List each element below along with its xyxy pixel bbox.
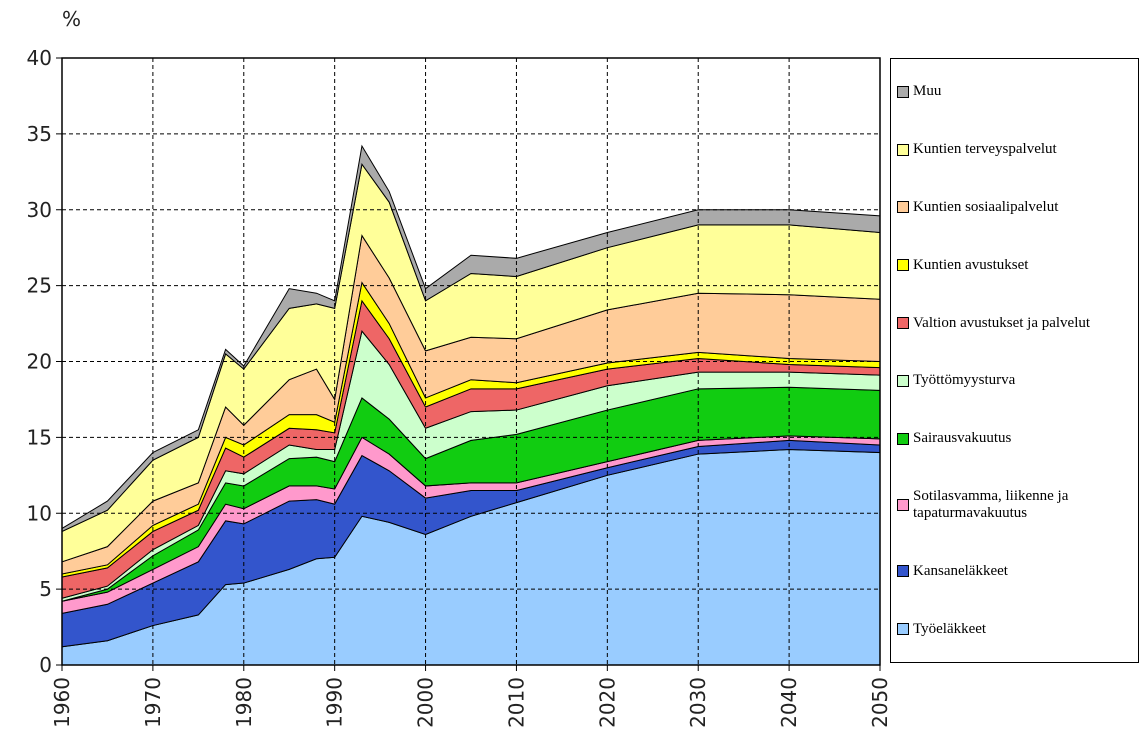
legend-label: Sotilasvamma, liikenne ja tapaturmavakuu…: [913, 487, 1069, 521]
legend-item: Työttömyysturva: [897, 372, 1132, 389]
legend-swatch: [897, 498, 909, 511]
legend-swatch: [897, 259, 909, 272]
legend-item: Kuntien sosiaalipalvelut: [897, 199, 1132, 216]
legend-label: Työeläkkeet: [913, 620, 987, 637]
y-axis-label: %: [62, 7, 81, 31]
x-tick-label: 2050: [868, 677, 890, 728]
legend-label: Kuntien avustukset: [913, 256, 1029, 273]
x-tick-label: 1980: [232, 677, 256, 728]
x-tick-label: 2030: [686, 677, 710, 728]
legend-item: Sairausvakuutus: [897, 430, 1132, 447]
legend-label: Työttömyysturva: [913, 372, 1016, 389]
x-tick-label: 1970: [141, 677, 165, 728]
x-tick-label: 2010: [504, 677, 528, 728]
legend-item: Kuntien avustukset: [897, 257, 1132, 274]
legend-item: Kansaneläkkeet: [897, 563, 1132, 580]
legend-swatch: [897, 432, 909, 445]
legend-swatch: [897, 374, 909, 387]
x-tick-label: 1990: [323, 677, 347, 728]
legend-swatch: [897, 85, 909, 98]
x-tick-label: 2040: [777, 677, 801, 728]
chart: % 0 5 10 15 20 25 30 35 40 1960 1970 1980 1990 2000 20…: [27, 7, 890, 728]
legend-label: Valtion avustukset ja palvelut: [913, 314, 1091, 331]
y-tick-label: 0: [39, 653, 52, 677]
y-tick-label: 25: [27, 274, 52, 298]
legend-item: Muu: [897, 83, 1132, 100]
legend-item: Kuntien terveyspalvelut: [897, 141, 1132, 158]
legend-swatch: [897, 317, 909, 330]
legend-swatch: [897, 201, 909, 214]
legend-label: Sairausvakuutus: [913, 430, 1012, 447]
legend-label: Kuntien sosiaalipalvelut: [913, 198, 1059, 215]
y-tick-label: 40: [27, 46, 52, 70]
legend-label: Kuntien terveyspalvelut: [913, 141, 1057, 158]
legend-label: Muu: [913, 83, 942, 100]
legend-item: Työeläkkeet: [897, 621, 1132, 638]
y-tick-label: 20: [27, 350, 52, 374]
y-tick-label: 15: [27, 425, 52, 449]
legend: Muu Kuntien terveyspalvelut Kuntien sosiaa…: [890, 58, 1139, 663]
legend-label: Kansaneläkkeet: [913, 562, 1008, 579]
legend-swatch: [897, 623, 909, 636]
x-tick-label: 2020: [595, 677, 619, 728]
legend-swatch: [897, 565, 909, 578]
legend-item: Sotilasvamma, liikenne ja tapaturmavakuu…: [897, 488, 1132, 522]
y-tick-label: 35: [27, 122, 52, 146]
legend-item: Valtion avustukset ja palvelut: [897, 315, 1132, 332]
y-tick-label: 10: [27, 501, 52, 525]
x-tick-label: 1960: [50, 677, 74, 728]
y-tick-label: 5: [39, 577, 52, 601]
y-tick-label: 30: [27, 198, 52, 222]
x-tick-label: 2000: [414, 677, 438, 728]
legend-swatch: [897, 143, 909, 156]
